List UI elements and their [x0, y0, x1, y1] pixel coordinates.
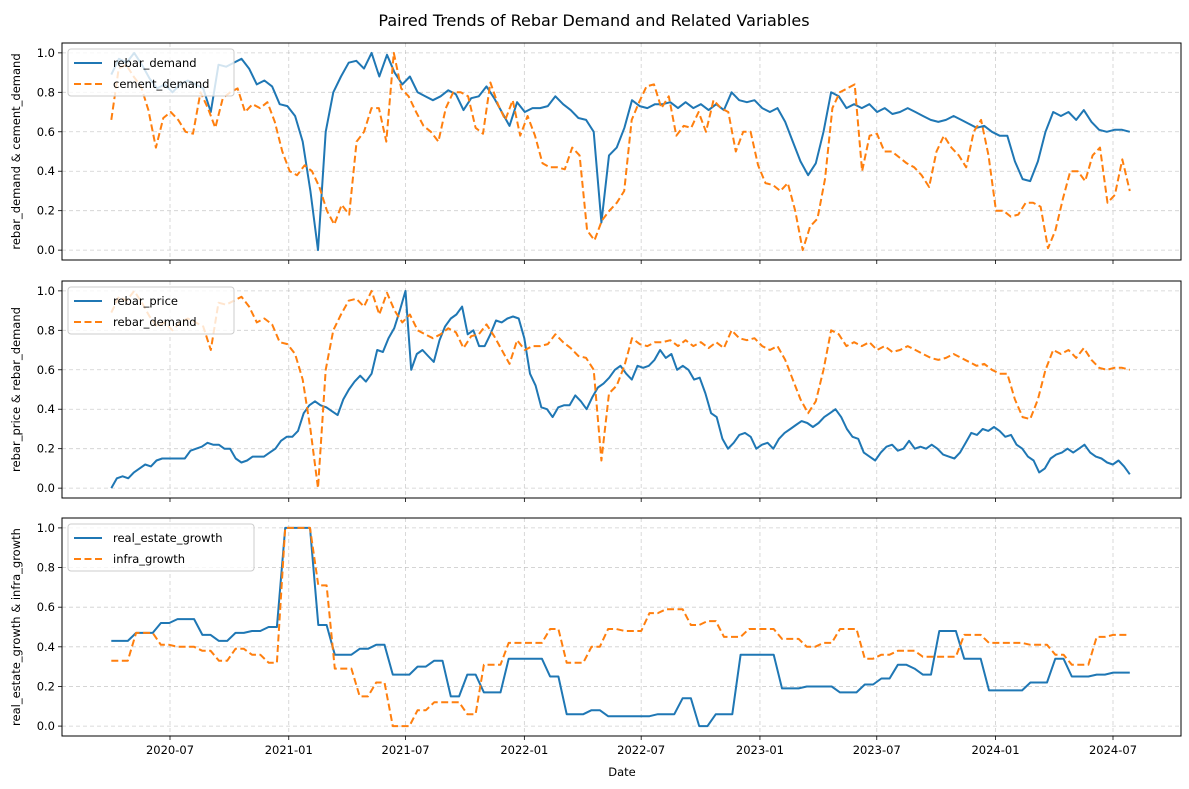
y-tick-label: 1.0	[37, 284, 55, 298]
y-tick-label: 0.2	[37, 204, 55, 218]
y-axis-label: real_estate_growth & infra_growth	[9, 528, 23, 726]
legend: rebar_demand cement_demand	[67, 48, 235, 97]
x-tick-label: 2024-01	[971, 743, 1019, 757]
y-tick-label: 1.0	[37, 46, 55, 60]
legend-label: rebar_demand	[113, 56, 197, 70]
y-tick-label: 0.2	[37, 679, 55, 693]
legend-box	[67, 523, 255, 572]
y-axis-label: rebar_demand & cement_demand	[9, 53, 23, 249]
y-tick-label: 0.8	[37, 561, 55, 575]
y-axis-label: rebar_price & rebar_demand	[9, 307, 23, 472]
legend-box	[67, 48, 235, 97]
x-tick-label: 2021-07	[382, 743, 430, 757]
legend-label: rebar_price	[113, 294, 178, 308]
x-tick-label: 2023-07	[853, 743, 901, 757]
x-tick-label: 2021-01	[265, 743, 313, 757]
series-line-rebar-price	[110, 289, 1131, 489]
panel-1: 0.0 0.2 0.4 0.6 0.8 1.0 rebar_demand & cement_…	[9, 42, 1182, 264]
series-line-rebar-demand	[110, 51, 1131, 252]
x-tick-label: 2024-07	[1089, 743, 1137, 757]
x-axis-label: Date	[608, 765, 636, 779]
legend-label: infra_growth	[113, 552, 185, 566]
series-line-cement-demand	[110, 51, 1131, 252]
y-tick-label: 0.6	[37, 363, 55, 377]
axes-frame	[61, 517, 1182, 737]
y-tick-label: 0.2	[37, 442, 55, 456]
x-tick-label: 2022-07	[617, 743, 665, 757]
y-tick-label: 0.6	[37, 125, 55, 139]
series-line-infra-growth	[111, 526, 1130, 728]
y-tick-label: 0.8	[37, 323, 55, 337]
y-tick-label: 1.0	[37, 521, 55, 535]
x-tick-label: 2022-01	[500, 743, 548, 757]
axes-frame	[61, 280, 1182, 499]
y-tick-label: 0.4	[37, 402, 55, 416]
legend-box	[67, 286, 235, 335]
legend: real_estate_growth infra_growth	[67, 523, 255, 572]
axes-frame	[61, 42, 1182, 261]
panel-2: 0.0 0.2 0.4 0.6 0.8 1.0 rebar_price & rebar_de…	[9, 280, 1182, 502]
series-line-real-estate-growth	[111, 526, 1130, 728]
x-tick-label: 2023-01	[736, 743, 784, 757]
y-tick-label: 0.4	[37, 640, 55, 654]
y-tick-label: 0.0	[37, 243, 55, 257]
figure-title: Paired Trends of Rebar Demand and Relate…	[378, 11, 809, 30]
panel-3: 0.0 0.2 0.4 0.6 0.8 1.0 2020-07 2021-01 2021-07 2…	[9, 517, 1182, 757]
legend: rebar_price rebar_demand	[67, 286, 235, 335]
series-line-rebar-demand	[110, 289, 1131, 490]
legend-label: cement_demand	[113, 77, 209, 91]
legend-label: real_estate_growth	[113, 531, 223, 545]
y-tick-label: 0.8	[37, 85, 55, 99]
y-tick-label: 0.0	[37, 481, 55, 495]
legend-label: rebar_demand	[113, 315, 197, 329]
y-tick-label: 0.6	[37, 600, 55, 614]
x-tick-label: 2020-07	[146, 743, 194, 757]
y-tick-label: 0.4	[37, 164, 55, 178]
y-tick-label: 0.0	[37, 719, 55, 733]
